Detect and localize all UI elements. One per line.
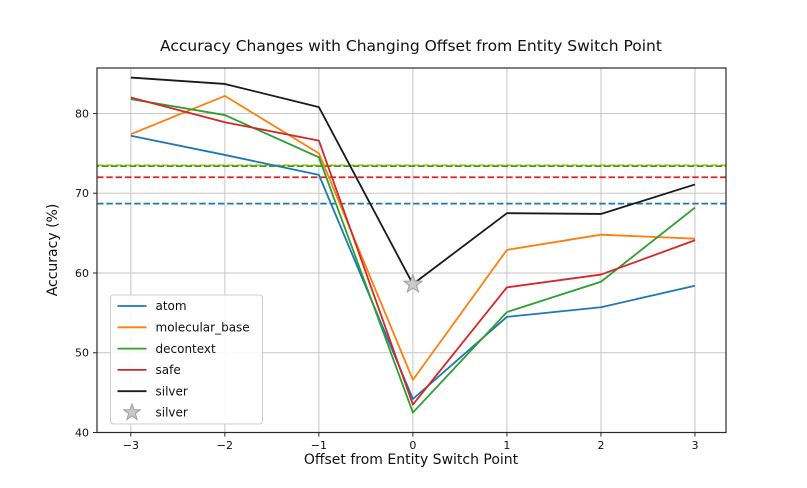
legend-item-molecular_base-line: molecular_base xyxy=(117,321,250,335)
x-tick-label-4: 1 xyxy=(503,439,510,452)
y-tick-label-2: 60 xyxy=(75,267,89,280)
x-tick-label-0: −3 xyxy=(123,439,139,452)
legend-swatch-star-icon xyxy=(122,402,142,421)
legend-label-4: silver xyxy=(156,384,188,398)
series-line-atom xyxy=(130,134,696,400)
legend-label-2: decontext xyxy=(156,342,217,356)
series-line-molecular_base xyxy=(130,95,696,381)
axes-box xyxy=(96,67,727,434)
x-tick-label-6: 3 xyxy=(691,439,698,452)
legend-label-1: molecular_base xyxy=(156,321,250,335)
marker-layer xyxy=(402,273,424,294)
x-tick-label-3: 0 xyxy=(409,439,416,452)
legend-label-5: silver xyxy=(156,406,188,420)
series-line-decontext xyxy=(130,98,696,414)
star-marker-silver xyxy=(402,273,424,294)
legend-item-safe-line: safe xyxy=(117,363,181,377)
y-axis-label: Accuracy (%) xyxy=(45,204,61,297)
x-tick-label-5: 2 xyxy=(597,439,604,452)
legend-label-0: atom xyxy=(156,299,187,313)
axes-layer xyxy=(96,67,727,434)
x-tick-label-1: −2 xyxy=(217,439,233,452)
legend-box xyxy=(110,294,263,425)
y-tick-label-1: 50 xyxy=(75,347,89,360)
legend-item-decontext-line: decontext xyxy=(117,342,217,356)
tick-layer: −3 −2 −1 0 1 2 3 40 50 60 70 80 xyxy=(75,107,698,452)
legend-item-silver-star: silver xyxy=(122,402,188,421)
baseline-layer xyxy=(97,164,726,205)
chart-title: Accuracy Changes with Changing Offset fr… xyxy=(160,37,662,55)
y-tick-label-4: 80 xyxy=(75,107,89,120)
legend-label-3: safe xyxy=(156,363,181,377)
x-axis-label: Offset from Entity Switch Point xyxy=(304,452,519,468)
series-line-safe xyxy=(130,96,696,406)
series-layer xyxy=(130,76,696,414)
y-tick-label-0: 40 xyxy=(75,427,89,440)
legend-item-atom-line: atom xyxy=(117,299,187,313)
y-tick-label-3: 70 xyxy=(75,187,89,200)
legend-item-silver-line: silver xyxy=(117,384,188,398)
legend-layer: atom molecular_base decontext safe silver sil… xyxy=(110,294,263,425)
x-tick-label-2: −1 xyxy=(311,439,327,452)
